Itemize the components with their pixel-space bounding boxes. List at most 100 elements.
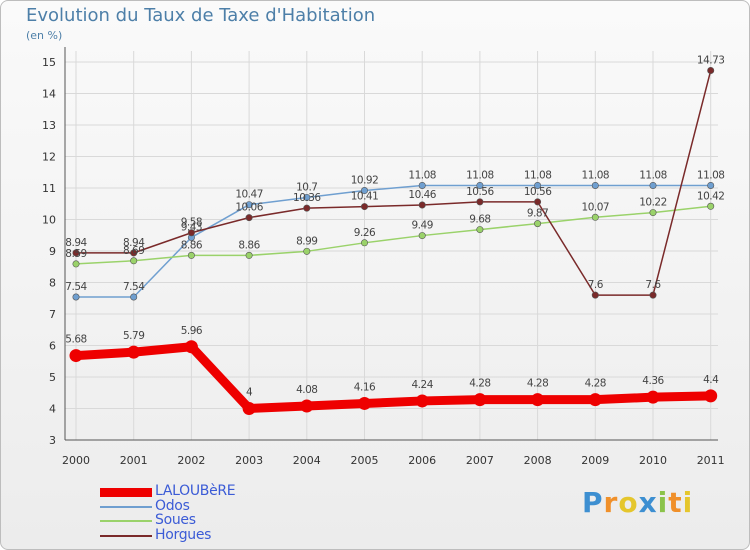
y-tick-label: 15 bbox=[42, 56, 56, 69]
legend-label: Horgues bbox=[155, 526, 212, 543]
data-point bbox=[187, 229, 195, 237]
data-point bbox=[649, 209, 657, 217]
y-tick-label: 10 bbox=[42, 214, 56, 227]
data-label: 4.08 bbox=[296, 384, 317, 396]
data-label: 4 bbox=[246, 387, 253, 399]
data-label: 11.08 bbox=[408, 169, 436, 181]
x-tick-label: 2004 bbox=[293, 454, 321, 467]
data-label: 4.36 bbox=[642, 375, 664, 387]
legend-swatch bbox=[100, 520, 152, 522]
data-label: 4.28 bbox=[469, 378, 490, 390]
data-label: 11.08 bbox=[639, 169, 667, 181]
data-point bbox=[591, 181, 599, 189]
y-tick-label: 3 bbox=[49, 434, 56, 447]
data-label: 10.56 bbox=[466, 186, 494, 198]
data-point bbox=[187, 251, 195, 259]
x-tick-label: 2001 bbox=[120, 454, 148, 467]
data-label: 10.92 bbox=[351, 175, 379, 187]
data-point bbox=[184, 340, 198, 354]
data-label: 11.08 bbox=[466, 169, 494, 181]
data-point bbox=[130, 257, 138, 265]
data-point bbox=[127, 345, 141, 359]
data-point bbox=[473, 393, 487, 407]
y-tick-label: 7 bbox=[49, 308, 56, 321]
y-tick-label: 11 bbox=[42, 182, 56, 195]
data-point bbox=[476, 226, 484, 234]
data-point bbox=[358, 396, 371, 410]
data-label: 4.4 bbox=[703, 374, 719, 386]
data-label: 4.28 bbox=[527, 378, 548, 390]
data-label: 7.54 bbox=[65, 281, 87, 293]
y-tick-label: 12 bbox=[42, 151, 56, 164]
data-point bbox=[303, 193, 311, 201]
data-point bbox=[476, 198, 484, 206]
data-point bbox=[534, 220, 542, 228]
data-point bbox=[418, 181, 426, 189]
legend-swatch bbox=[100, 505, 152, 508]
x-tick-label: 2007 bbox=[466, 454, 494, 467]
data-label: 8.94 bbox=[123, 237, 145, 249]
legend-label: Odos bbox=[155, 497, 190, 514]
data-label: 10.56 bbox=[524, 186, 552, 198]
data-point bbox=[591, 291, 599, 299]
data-label: 9.68 bbox=[469, 214, 490, 226]
data-point bbox=[72, 249, 80, 257]
data-label: 5.79 bbox=[123, 330, 144, 342]
data-point bbox=[360, 239, 368, 247]
series-line-horgues bbox=[75, 69, 712, 296]
data-point bbox=[588, 393, 602, 407]
data-label: 9.49 bbox=[412, 220, 433, 232]
x-tick-label: 2002 bbox=[177, 454, 205, 467]
data-label: 10.07 bbox=[582, 201, 610, 213]
series-line-laloubère bbox=[71, 342, 716, 413]
data-point bbox=[649, 181, 657, 189]
data-label: 11.08 bbox=[582, 169, 610, 181]
data-point bbox=[69, 349, 83, 363]
data-point bbox=[242, 402, 256, 415]
data-label: 10.36 bbox=[293, 192, 321, 204]
data-label: 9.26 bbox=[354, 227, 376, 239]
x-tick-label: 2003 bbox=[235, 454, 263, 467]
y-tick-label: 8 bbox=[49, 277, 56, 290]
data-point bbox=[300, 399, 314, 413]
data-point bbox=[707, 67, 715, 75]
data-point bbox=[72, 260, 80, 268]
data-label: 10.42 bbox=[697, 190, 725, 202]
data-label: 10.46 bbox=[408, 189, 436, 201]
data-label: 8.86 bbox=[238, 239, 260, 251]
data-point bbox=[415, 394, 429, 408]
x-tick-label: 2011 bbox=[697, 454, 725, 467]
data-label: 10.41 bbox=[351, 191, 379, 203]
data-label: 8.94 bbox=[65, 237, 87, 249]
y-tick-label: 6 bbox=[49, 340, 56, 353]
legend-swatch bbox=[100, 534, 152, 537]
data-point bbox=[707, 202, 715, 210]
x-tick-label: 2009 bbox=[581, 454, 609, 467]
data-label: 10.06 bbox=[235, 202, 263, 214]
x-tick-label: 2008 bbox=[524, 454, 552, 467]
data-point bbox=[130, 249, 138, 257]
data-label: 9.43 bbox=[181, 221, 202, 233]
y-tick-label: 13 bbox=[42, 119, 56, 132]
data-point bbox=[303, 204, 311, 212]
data-point bbox=[360, 203, 368, 211]
series-line-odos bbox=[75, 184, 712, 298]
y-tick-label: 9 bbox=[49, 245, 56, 258]
legend-label: LALOUBèRE bbox=[155, 483, 236, 499]
x-tick-label: 2005 bbox=[351, 454, 379, 467]
data-label: 10.22 bbox=[639, 197, 667, 209]
legend-label: Soues bbox=[155, 512, 196, 528]
data-label: 7.54 bbox=[123, 281, 145, 293]
data-point bbox=[245, 201, 253, 209]
data-point bbox=[649, 291, 657, 299]
chart-title: Evolution du Taux de Taxe d'Habitation bbox=[26, 5, 376, 26]
data-label: 10.7 bbox=[296, 181, 317, 193]
data-label: 11.08 bbox=[697, 169, 725, 181]
data-point bbox=[72, 293, 80, 301]
data-label: 5.96 bbox=[181, 325, 203, 337]
data-point bbox=[130, 293, 138, 301]
x-tick-label: 2006 bbox=[408, 454, 436, 467]
data-point bbox=[704, 389, 718, 403]
